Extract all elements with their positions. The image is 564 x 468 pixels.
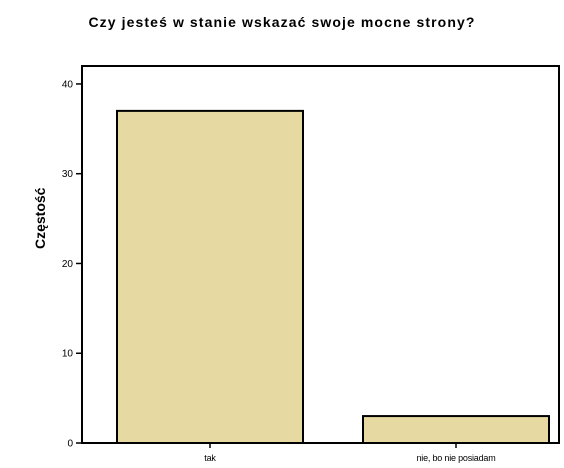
y-tick-label: 0	[67, 439, 73, 450]
y-tick-label: 30	[62, 169, 74, 180]
x-tick-label: tak	[204, 453, 216, 463]
bar	[116, 109, 304, 444]
chart-title: Czy jesteś w stanie wskazać swoje mocne …	[88, 14, 476, 30]
x-tick-label: nie, bo nie posiadam	[416, 453, 495, 463]
bar	[362, 415, 550, 445]
y-tick-label: 10	[62, 349, 74, 360]
y-tick-label: 40	[62, 79, 74, 90]
y-tick-label: 20	[62, 259, 74, 270]
